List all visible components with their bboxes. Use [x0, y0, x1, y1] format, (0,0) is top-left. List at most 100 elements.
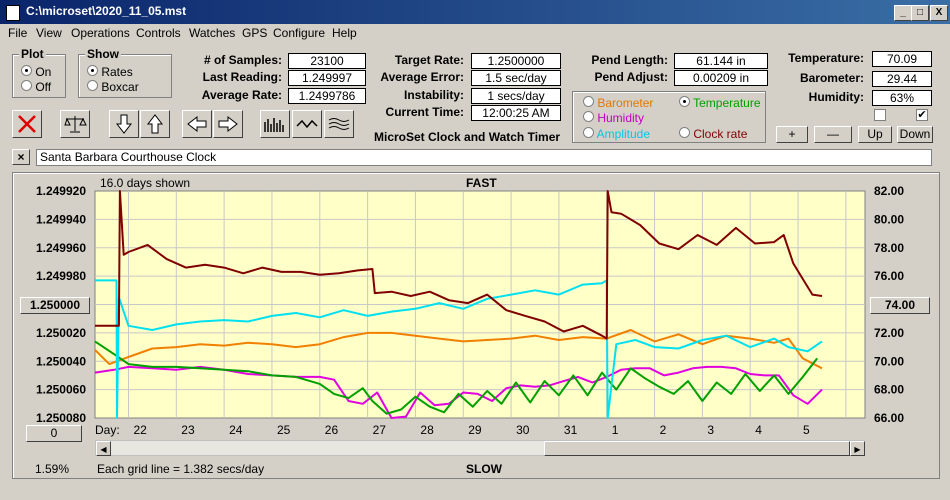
days-shown-label: 16.0 days shown: [100, 176, 191, 190]
zoom-out-button[interactable]: —: [814, 126, 852, 143]
x-tick-label: 31: [564, 423, 578, 437]
menu-gps[interactable]: GPS: [242, 26, 268, 40]
move-up-button[interactable]: [140, 110, 170, 138]
target-rate-value: 1.2500000: [471, 53, 561, 69]
down-arrow-icon: [115, 114, 133, 134]
overlay-amplitude-radio[interactable]: Amplitude: [583, 127, 650, 141]
left-tick-label: 1.249980: [36, 269, 86, 283]
menu-watches[interactable]: Watches: [189, 26, 236, 40]
temperature-value: 70.09: [872, 51, 932, 67]
multi-line-view-button[interactable]: [324, 110, 354, 138]
pend-length-label: Pend Length:: [591, 53, 668, 67]
x-tick-label: 1: [612, 423, 619, 437]
barometer-series-line: [94, 329, 823, 370]
instability-value: 1 secs/day: [471, 88, 561, 104]
right-marker-button[interactable]: 74.00: [870, 297, 930, 314]
temperature-series-line: [94, 340, 818, 415]
scrollbar-thumb[interactable]: [544, 441, 850, 456]
right-tick-label: 76.00: [874, 269, 904, 283]
right-axis-labels: 82.00 80.00 78.00 76.00 72.00 70.00 68.00 66.00: [874, 184, 904, 425]
x-tick-label: 29: [468, 423, 482, 437]
series-lines: [94, 190, 823, 419]
menu-view[interactable]: View: [36, 26, 62, 40]
current-time-label: Current Time:: [385, 105, 464, 119]
overlay-clock-rate-radio[interactable]: Clock rate: [679, 127, 747, 141]
balance-scale-icon: [64, 116, 87, 133]
x-tick-label: 23: [181, 423, 195, 437]
option-checkbox-2[interactable]: ✔: [916, 109, 928, 121]
x-tick-label: 28: [420, 423, 434, 437]
last-reading-value: 1.249997: [288, 70, 366, 86]
overlay-temperature-radio[interactable]: Temperature: [679, 96, 761, 110]
menu-operations[interactable]: Operations: [71, 26, 130, 40]
x-tick-label: 26: [325, 423, 339, 437]
current-time-value: 12:00:25 AM: [471, 105, 561, 121]
right-tick-label: 70.00: [874, 354, 904, 368]
samples-value: 23100: [288, 53, 366, 69]
left-tick-label: 1.249940: [36, 212, 86, 226]
x-tick-label: 24: [229, 423, 243, 437]
barometer-label: Barometer:: [799, 71, 864, 85]
description-close-button[interactable]: ×: [12, 149, 30, 165]
up-arrow-icon: [146, 114, 164, 134]
scroll-down-button[interactable]: Down: [897, 126, 933, 143]
samples-label: # of Samples:: [203, 53, 282, 67]
scroll-right-button[interactable]: [213, 110, 243, 138]
scroll-left-button[interactable]: [182, 110, 212, 138]
bar-view-button[interactable]: [260, 110, 290, 138]
show-boxcar-radio[interactable]: Boxcar: [87, 80, 139, 94]
chart-scrollbar[interactable]: ◀ ▶: [95, 440, 865, 456]
left-marker-button[interactable]: 1.250000: [20, 297, 90, 314]
x-tick-label: 2: [660, 423, 667, 437]
x-tick-label: 5: [803, 423, 810, 437]
chart-panel: [12, 172, 940, 479]
app-icon[interactable]: [6, 5, 20, 21]
right-tick-label: 66.00: [874, 411, 904, 425]
plot-on-radio[interactable]: On: [21, 65, 51, 79]
rate-series-line: [95, 190, 823, 340]
left-tick-label: 1.249960: [36, 241, 86, 255]
zero-button[interactable]: 0: [26, 425, 82, 442]
scroll-left-arrow[interactable]: ◀: [96, 441, 111, 456]
scroll-up-button[interactable]: Up: [858, 126, 892, 143]
plot-group-caption: Plot: [19, 47, 46, 61]
balance-button[interactable]: [60, 110, 90, 138]
average-error-label: Average Error:: [380, 70, 464, 84]
menu-configure[interactable]: Configure: [273, 26, 326, 40]
right-tick-label: 80.00: [874, 212, 904, 226]
maximize-button[interactable]: □: [911, 5, 929, 21]
title-bar: C:\microset\2020_11_05.mst _ □ X: [0, 0, 950, 24]
day-prefix-label: Day:: [95, 423, 120, 437]
clear-button[interactable]: [12, 110, 42, 138]
right-tick-label: 78.00: [874, 241, 904, 255]
amplitude-series-line: [95, 279, 823, 419]
show-rates-radio[interactable]: Rates: [87, 65, 133, 79]
menu-file[interactable]: File: [8, 26, 28, 40]
x-tick-label: 27: [373, 423, 387, 437]
fast-label: FAST: [466, 176, 497, 190]
average-rate-label: Average Rate:: [201, 88, 282, 102]
line-view-button[interactable]: [292, 110, 322, 138]
option-checkbox-1[interactable]: [874, 109, 886, 121]
close-button[interactable]: X: [930, 5, 948, 21]
scroll-right-arrow[interactable]: ▶: [850, 441, 865, 456]
menu-help[interactable]: Help: [332, 26, 357, 40]
overlay-barometer-radio[interactable]: Barometer: [583, 96, 653, 110]
multi-wave-icon: [328, 118, 350, 130]
left-tick-label: 1.250020: [36, 326, 86, 340]
percent-label: 1.59%: [35, 462, 70, 476]
right-tick-label: 72.00: [874, 326, 904, 340]
overlay-selector: Barometer Temperature Humidity Amplitude…: [572, 91, 766, 143]
wave-line-icon: [296, 119, 318, 129]
move-down-button[interactable]: [109, 110, 139, 138]
instability-label: Instability:: [403, 88, 464, 102]
overlay-humidity-radio[interactable]: Humidity: [583, 111, 644, 125]
plot-off-radio[interactable]: Off: [21, 80, 51, 94]
zoom-in-button[interactable]: +: [776, 126, 808, 143]
left-tick-label: 1.249920: [36, 184, 86, 198]
menu-controls[interactable]: Controls: [136, 26, 181, 40]
description-input[interactable]: Santa Barbara Courthouse Clock: [36, 149, 932, 166]
grid-note-label: Each grid line = 1.382 secs/day: [97, 462, 265, 476]
bar-graph-icon: [264, 118, 284, 132]
